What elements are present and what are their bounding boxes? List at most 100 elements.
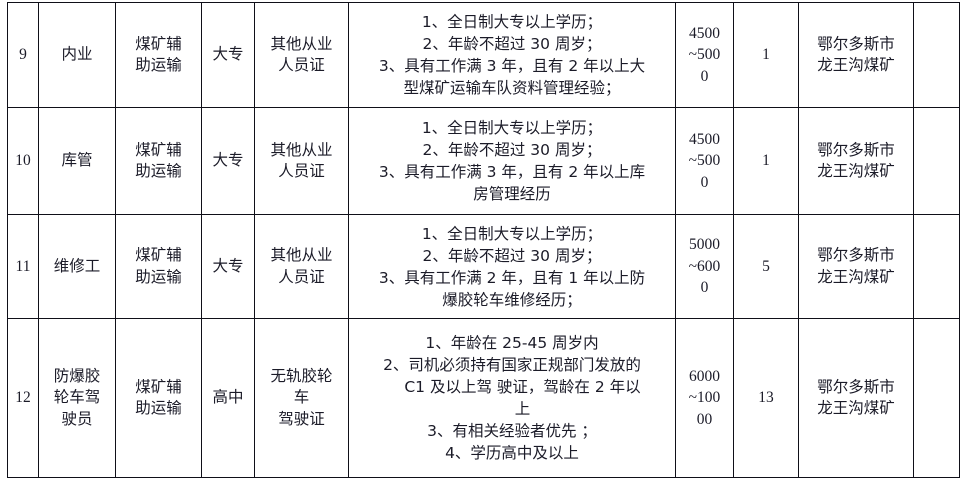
text-line: 0	[700, 173, 709, 191]
text-line: 助运输	[135, 162, 182, 180]
row-index: 10	[7, 107, 39, 215]
work-type: 煤矿辅 助运输	[115, 107, 202, 215]
certificate: 其他从业 人员证	[254, 2, 349, 108]
headcount: 13	[733, 318, 799, 478]
requirement-line: 1、全日制大专以上学历；	[421, 224, 603, 243]
text-line: 鄂尔多斯市	[817, 246, 895, 265]
requirement-line: 4、学历高中及以上	[445, 444, 579, 462]
table-row: 10 库管 煤矿辅 助运输 大专 其他从业 人员证	[7, 107, 960, 215]
job-requirements: 1、全日制大专以上学历； 2、年龄不超过 30 周岁； 3、具有工作满 3 年，…	[348, 107, 676, 215]
text-line: 龙王沟煤矿	[817, 162, 895, 180]
post-name: 维修工	[38, 214, 116, 319]
post-name-lines: 防爆胶 轮车驾 驶员	[39, 342, 115, 454]
requirement-line: 上	[514, 400, 531, 418]
requirement-list: 1、全日制大专以上学历； 2、年龄不超过 30 周岁； 3、具有工作满 2 年，…	[349, 223, 675, 311]
requirement-line: 2、司机必须持有国家正规部门发放的	[383, 356, 641, 374]
text-line: 人员证	[278, 56, 325, 74]
work-type-lines: 煤矿辅 助运输	[116, 9, 201, 99]
certificate-lines: 其他从业 人员证	[255, 9, 348, 99]
requirement-line: 2、年龄不超过 30 周岁；	[422, 35, 602, 53]
education-level: 大专	[201, 214, 255, 319]
text-line: 轮车驾	[53, 388, 101, 407]
work-location: 鄂尔多斯市 龙王沟煤矿	[798, 2, 914, 108]
certificate: 无轨胶轮 车 驾驶证	[254, 318, 349, 478]
text-line: 煤矿辅	[135, 140, 182, 159]
certificate: 其他从业 人员证	[254, 107, 349, 215]
recruitment-table: 9 内业 煤矿辅 助运输 大专 其他从业 人员证	[7, 2, 960, 478]
text-line: 人员证	[278, 162, 325, 180]
text-line: 其他从业	[270, 246, 333, 265]
post-name: 内业	[38, 2, 116, 108]
post-name: 库管	[38, 107, 116, 215]
job-requirements: 1、全日制大专以上学历； 2、年龄不超过 30 周岁； 3、具有工作满 3 年，…	[348, 2, 676, 108]
text-line: ~600	[688, 257, 721, 275]
post-name-lines: 内业	[39, 20, 115, 89]
remarks	[913, 318, 960, 478]
remarks	[913, 107, 960, 215]
row-index: 9	[7, 2, 39, 108]
requirement-line: 2、年龄不超过 30 周岁；	[422, 246, 602, 265]
table-row: 11 维修工 煤矿辅 助运输 大专 其他从业 人员证	[7, 214, 960, 319]
row-index: 11	[7, 214, 39, 319]
remarks	[913, 214, 960, 319]
certificate: 其他从业 人员证	[254, 214, 349, 319]
work-type: 煤矿辅 助运输	[115, 2, 202, 108]
text-line: 0	[700, 67, 709, 85]
requirement-list: 1、年龄在 25-45 周岁内 2、司机必须持有国家正规部门发放的 C1 及以上…	[349, 332, 675, 464]
requirement-line: 房管理经历	[473, 185, 551, 203]
text-line: 内业	[61, 45, 93, 64]
post-name: 防爆胶 轮车驾 驶员	[38, 318, 116, 478]
requirement-line: 3、有相关经验者优先 ；	[427, 422, 597, 440]
requirement-line: 1、年龄在 25-45 周岁内	[425, 334, 599, 352]
work-type-lines: 煤矿辅 助运输	[116, 221, 201, 311]
headcount: 5	[733, 214, 799, 319]
table-row: 12 防爆胶 轮车驾 驶员 煤矿辅 助运输 高中	[7, 318, 960, 478]
requirement-line: 型煤矿运输车队资料管理经验；	[403, 79, 621, 97]
work-location: 鄂尔多斯市 龙王沟煤矿	[798, 214, 914, 319]
text-line: 其他从业	[270, 140, 333, 159]
text-line: 6000	[689, 367, 720, 385]
work-type-lines: 煤矿辅 助运输	[116, 352, 201, 442]
text-line: 防爆胶	[53, 366, 101, 385]
text-line: 0	[700, 279, 709, 297]
requirement-line: 3、具有工作满 3 年，且有 2 年以上库	[378, 163, 646, 181]
headcount: 1	[733, 2, 799, 108]
education-level: 大专	[201, 2, 255, 108]
requirement-line: 3、具有工作满 3 年，且有 2 年以上大	[378, 57, 646, 75]
text-line: 煤矿辅	[135, 377, 182, 396]
table-row: 9 内业 煤矿辅 助运输 大专 其他从业 人员证	[7, 2, 960, 108]
requirement-list: 1、全日制大专以上学历； 2、年龄不超过 30 周岁； 3、具有工作满 3 年，…	[349, 11, 675, 99]
text-line: 驶员	[61, 409, 93, 428]
requirement-list: 1、全日制大专以上学历； 2、年龄不超过 30 周岁； 3、具有工作满 3 年，…	[349, 117, 675, 205]
salary-range: 5000 ~600 0	[675, 214, 734, 319]
text-line: ~100	[688, 389, 721, 407]
requirement-line: C1 及以上驾 驶证，驾龄在 2 年以	[404, 378, 641, 396]
text-line: 龙王沟煤矿	[817, 267, 895, 286]
job-requirements: 1、年龄在 25-45 周岁内 2、司机必须持有国家正规部门发放的 C1 及以上…	[348, 318, 676, 478]
text-line: 其他从业	[270, 34, 333, 53]
text-line: 煤矿辅	[135, 34, 182, 53]
work-type-lines: 煤矿辅 助运输	[116, 115, 201, 205]
text-line: 助运输	[135, 399, 182, 417]
text-line: 库管	[61, 151, 93, 170]
text-line: ~500	[688, 46, 721, 64]
text-line: 车	[293, 388, 310, 407]
work-location: 鄂尔多斯市 龙王沟煤矿	[798, 318, 914, 478]
education-level: 大专	[201, 107, 255, 215]
requirement-line: 1、全日制大专以上学历；	[421, 119, 603, 137]
job-requirements: 1、全日制大专以上学历； 2、年龄不超过 30 周岁； 3、具有工作满 2 年，…	[348, 214, 676, 319]
text-line: 鄂尔多斯市	[817, 140, 895, 159]
text-line: 助运输	[135, 267, 182, 286]
post-name-lines: 维修工	[39, 231, 115, 300]
education-level: 高中	[201, 318, 255, 478]
row-index: 12	[7, 318, 39, 478]
work-type: 煤矿辅 助运输	[115, 318, 202, 478]
text-line: 龙王沟煤矿	[817, 399, 895, 417]
text-line: 5000	[689, 236, 720, 254]
text-line: 人员证	[278, 267, 325, 286]
text-line: 4500	[689, 130, 720, 148]
remarks	[913, 2, 960, 108]
text-line: 鄂尔多斯市	[817, 34, 895, 53]
text-line: 4500	[689, 24, 720, 42]
